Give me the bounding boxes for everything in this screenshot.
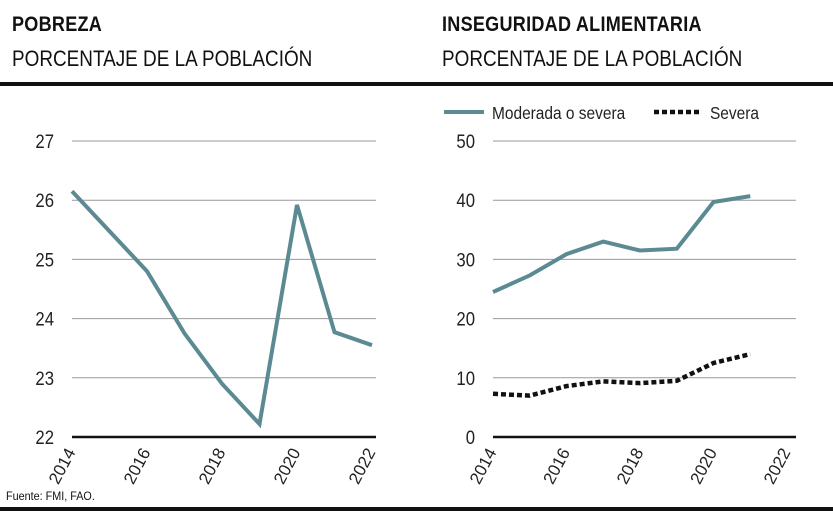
x-tick-label-inseguridad-2018: 2018 <box>613 445 648 487</box>
chart-title-pobreza: POBREZA <box>12 13 103 36</box>
y-tick-label-pobreza-25: 25 <box>35 249 54 270</box>
legend-label-moderada: Moderada o severa <box>492 103 626 123</box>
y-tick-label-pobreza-26: 26 <box>35 190 54 211</box>
chart-subtitle-pobreza: PORCENTAJE DE LA POBLACIÓN <box>12 46 313 71</box>
x-tick-label-inseguridad-2022: 2022 <box>760 445 795 487</box>
chart-legend: Moderada o severa Severa <box>444 103 760 123</box>
y-tick-label-inseguridad-50: 50 <box>456 131 475 152</box>
x-tick-label-pobreza-2018: 2018 <box>195 445 230 487</box>
panel-pobreza: 22 23 24 25 26 27 2014 2016 2018 2020 2022 <box>35 131 379 487</box>
series-line-pobreza-0 <box>70 189 373 429</box>
series-line-inseguridad-0 <box>492 194 751 294</box>
x-tick-label-inseguridad-2020: 2020 <box>686 445 721 487</box>
y-tick-label-pobreza-24: 24 <box>35 309 54 330</box>
chart-subtitle-inseguridad: PORCENTAJE DE LA POBLACIÓN <box>442 46 743 71</box>
y-tick-label-inseguridad-10: 10 <box>456 368 475 389</box>
x-tick-label-pobreza-2016: 2016 <box>120 445 155 487</box>
y-tick-label-pobreza-22: 22 <box>35 427 54 448</box>
y-tick-label-inseguridad-40: 40 <box>456 190 475 211</box>
y-tick-label-inseguridad-20: 20 <box>456 309 475 330</box>
chart-title-inseguridad: INSEGURIDAD ALIMENTARIA <box>442 13 702 36</box>
legend-label-severa: Severa <box>710 103 760 123</box>
panel-inseguridad: 0 10 20 30 40 50 2014 2016 2018 2020 2022 <box>456 131 796 487</box>
y-tick-label-inseguridad-0: 0 <box>466 427 475 448</box>
y-tick-label-pobreza-23: 23 <box>35 368 54 389</box>
footer-divider <box>0 507 833 511</box>
x-tick-label-pobreza-2022: 2022 <box>345 445 380 487</box>
x-tick-label-inseguridad-2014: 2014 <box>466 445 501 487</box>
x-tick-label-pobreza-2014: 2014 <box>45 445 80 487</box>
x-tick-label-inseguridad-2016: 2016 <box>539 445 574 487</box>
series-line-inseguridad-1 <box>492 351 751 398</box>
y-tick-label-pobreza-27: 27 <box>35 131 54 152</box>
x-tick-label-pobreza-2020: 2020 <box>270 445 305 487</box>
source-note: Fuente: FMI, FAO. <box>6 489 95 503</box>
y-tick-label-inseguridad-30: 30 <box>456 249 475 270</box>
header-divider <box>0 82 833 86</box>
